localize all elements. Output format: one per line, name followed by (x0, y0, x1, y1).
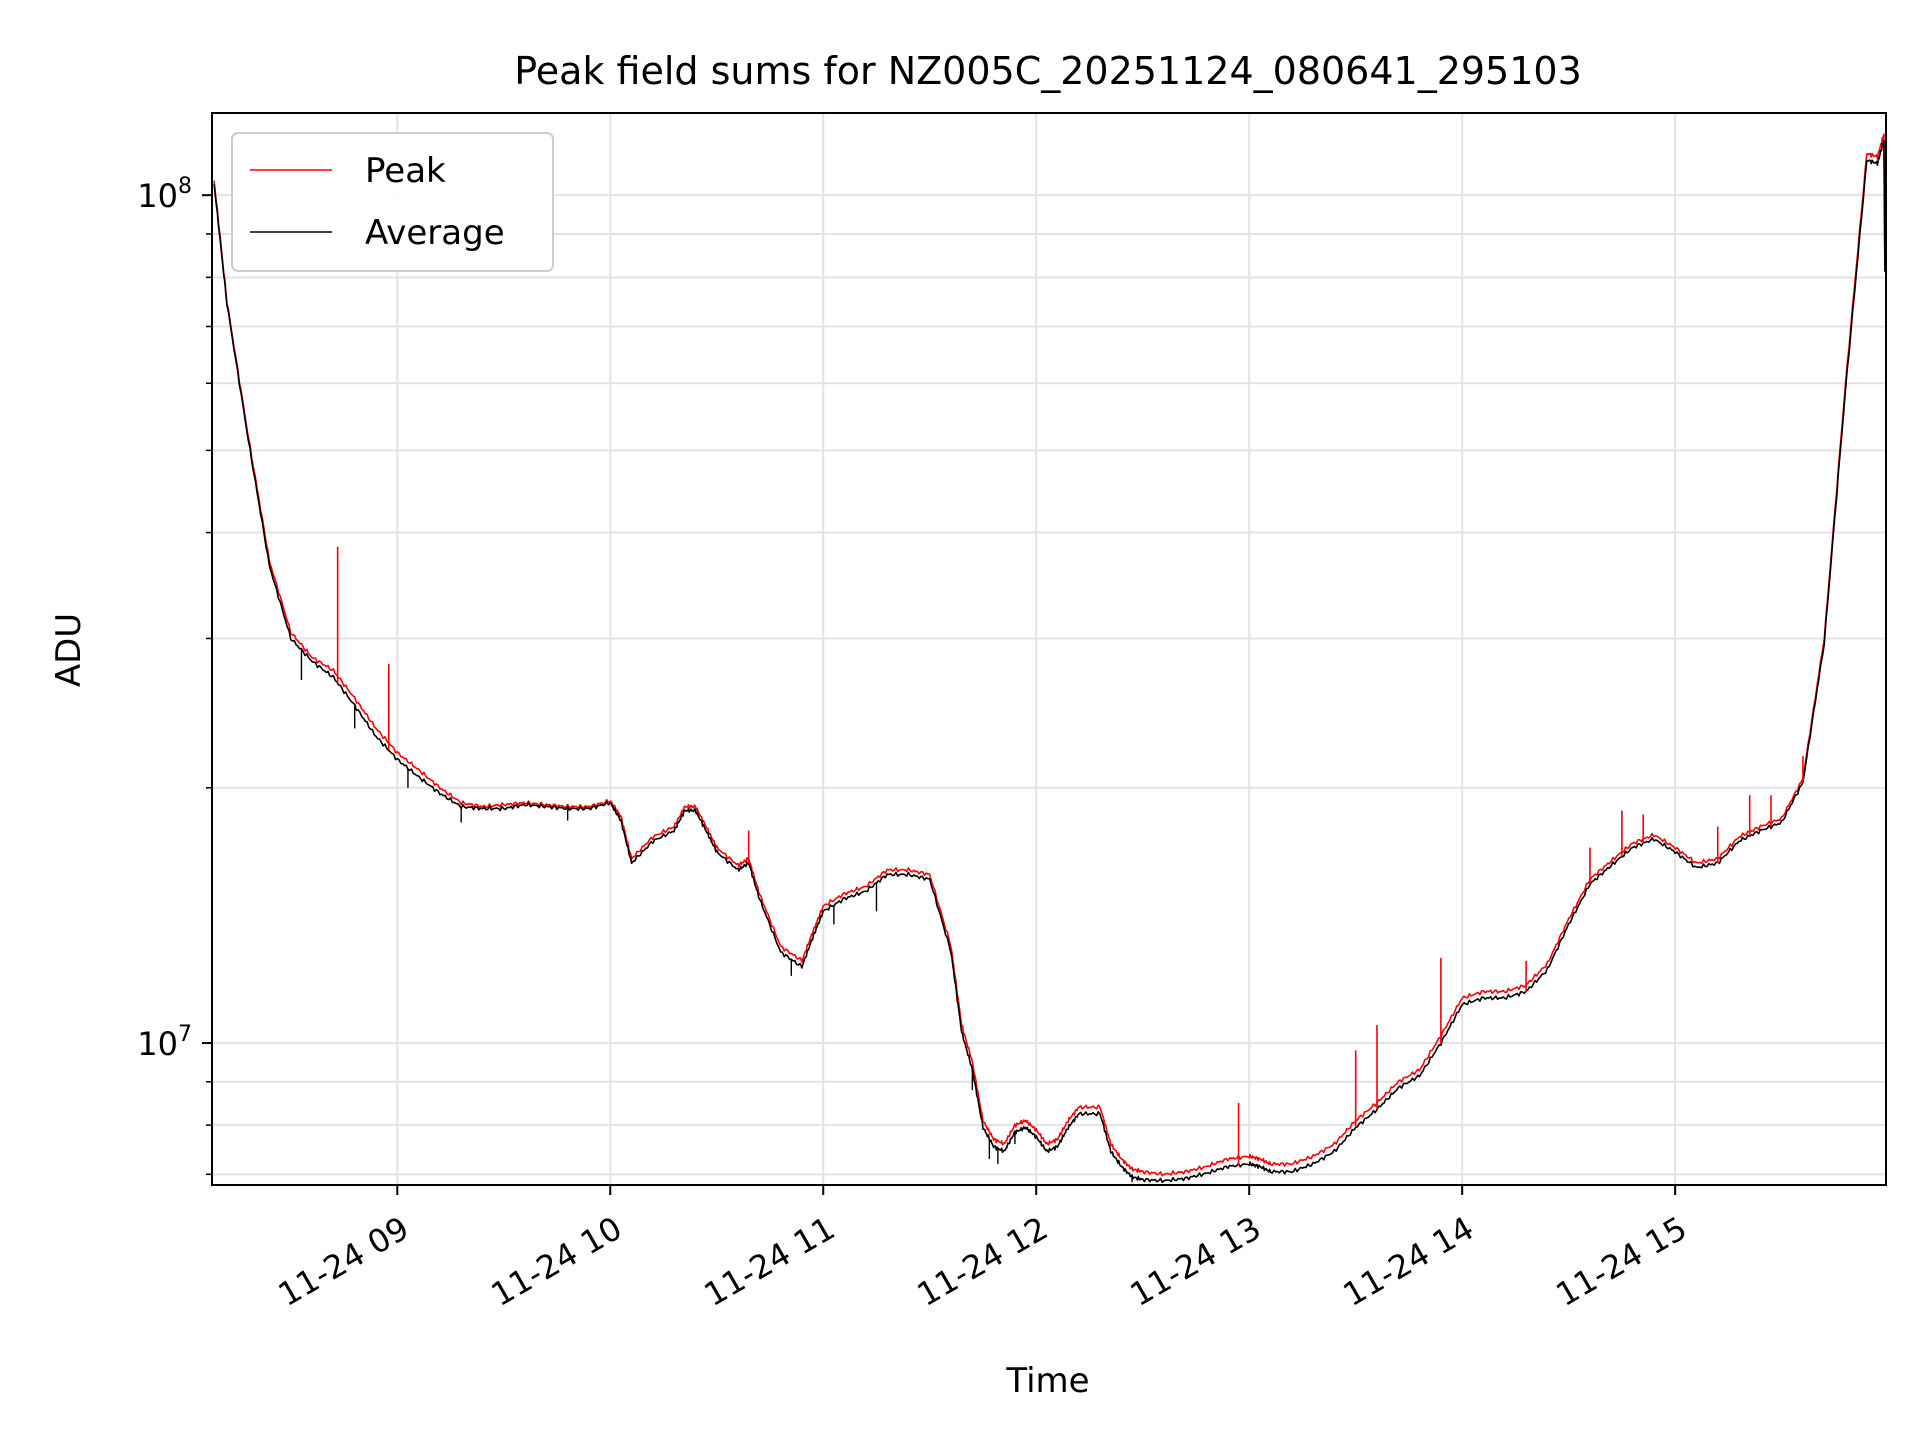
x-tick-label: 11-24 09 (272, 1209, 416, 1314)
y-tick-exponent: 8 (178, 174, 192, 199)
y-tick-base: 10 (137, 177, 178, 215)
x-axis-label: Time (1005, 1361, 1089, 1401)
legend-peak-label: Peak (365, 151, 446, 191)
legend-average-label: Average (365, 213, 505, 253)
y-tick-label: 108 (137, 174, 192, 215)
y-tick-exponent: 7 (178, 1022, 192, 1047)
series-line-peak (213, 133, 1886, 1177)
legend: Peak Average (231, 132, 554, 272)
x-tick-label: 11-24 13 (1124, 1209, 1268, 1314)
y-tick-label: 107 (137, 1022, 192, 1063)
x-tick-label: 11-24 12 (911, 1209, 1055, 1314)
axis-ticks: 11-24 09 11-24 10 11-24 11 11-24 12 11-24 13… (137, 174, 1693, 1314)
x-tick-label: 11-24 15 (1550, 1209, 1694, 1314)
series-line-average (213, 139, 1886, 1183)
series-layer (213, 133, 1886, 1183)
x-tick-label: 11-24 10 (485, 1209, 629, 1314)
x-tick-label: 11-24 14 (1337, 1209, 1481, 1314)
grid (212, 113, 1886, 1185)
y-axis-label: ADU (49, 613, 89, 687)
y-tick-base: 10 (137, 1025, 178, 1063)
chart-title: Peak field sums for NZ005C_20251124_0806… (514, 49, 1582, 93)
x-tick-label: 11-24 11 (698, 1209, 842, 1314)
legend-frame (231, 132, 554, 272)
plot-frame (211, 112, 1887, 1186)
